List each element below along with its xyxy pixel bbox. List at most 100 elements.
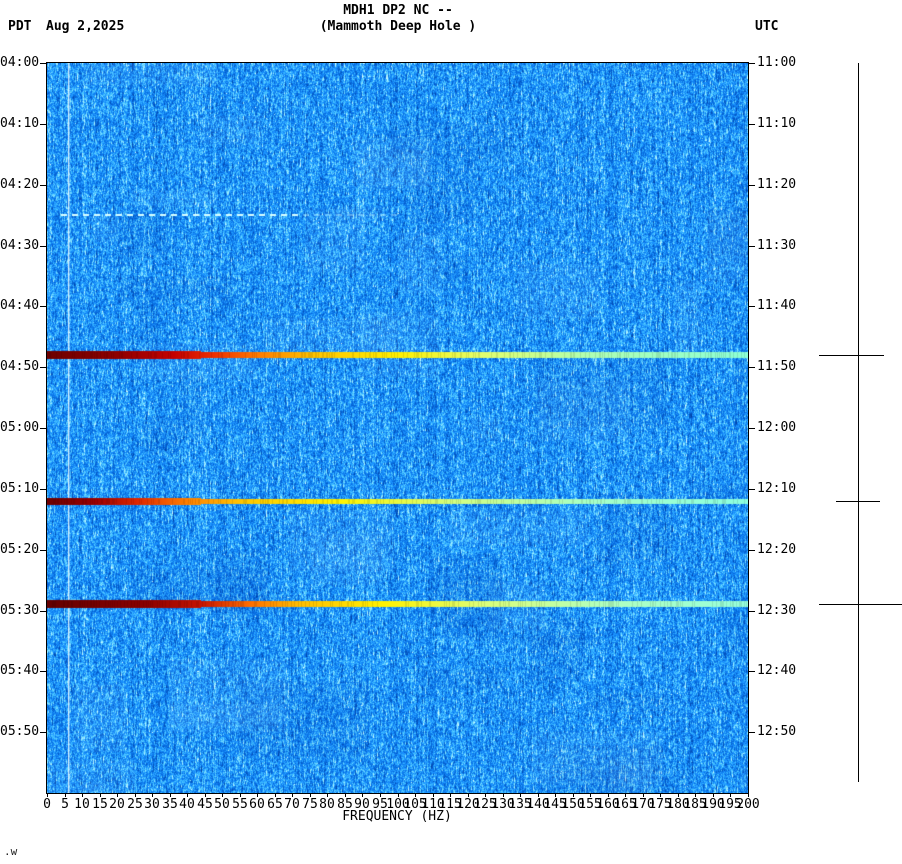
freq-tick xyxy=(730,793,731,797)
time-label-utc: 12:00 xyxy=(757,420,797,435)
freq-tick xyxy=(713,793,714,797)
time-tick-right xyxy=(748,367,755,368)
freq-label: 15 xyxy=(92,797,108,812)
time-label-utc: 12:10 xyxy=(757,481,797,496)
freq-tick xyxy=(240,793,241,797)
freq-label: 60 xyxy=(249,797,265,812)
corner-note: .w xyxy=(4,845,18,858)
time-tick-left xyxy=(40,732,47,733)
time-label-pdt: 05:10 xyxy=(0,481,40,496)
freq-tick xyxy=(135,793,136,797)
time-label-pdt: 05:30 xyxy=(0,603,40,618)
freq-tick xyxy=(608,793,609,797)
time-label-utc: 11:20 xyxy=(757,177,797,192)
time-tick-left xyxy=(40,124,47,125)
freq-label: 115 xyxy=(438,797,462,812)
freq-label: 30 xyxy=(144,797,160,812)
freq-label: 160 xyxy=(596,797,620,812)
time-tick-left xyxy=(40,246,47,247)
freq-tick xyxy=(433,793,434,797)
time-label-pdt: 04:50 xyxy=(0,359,40,374)
freq-label: 65 xyxy=(267,797,283,812)
freq-label: 155 xyxy=(578,797,602,812)
time-tick-right xyxy=(748,306,755,307)
freq-label: 175 xyxy=(648,797,672,812)
freq-label: 110 xyxy=(421,797,445,812)
time-label-utc: 11:00 xyxy=(757,55,797,70)
timezone-right-label: UTC xyxy=(755,19,779,34)
freq-tick xyxy=(152,793,153,797)
x-axis-title: FREQUENCY (HZ) xyxy=(342,809,452,824)
freq-tick xyxy=(520,793,521,797)
time-tick-left xyxy=(40,306,47,307)
time-tick-left xyxy=(40,489,47,490)
time-tick-right xyxy=(748,732,755,733)
time-tick-left xyxy=(40,611,47,612)
chart-subtitle: (Mammoth Deep Hole ) xyxy=(319,19,477,34)
time-label-pdt: 04:00 xyxy=(0,55,40,70)
amplitude-scale-tick xyxy=(819,604,902,605)
time-label-pdt: 05:50 xyxy=(0,724,40,739)
time-label-pdt: 04:20 xyxy=(0,177,40,192)
freq-label: 0 xyxy=(43,797,51,812)
freq-tick xyxy=(678,793,679,797)
freq-tick xyxy=(275,793,276,797)
freq-tick xyxy=(82,793,83,797)
freq-tick xyxy=(205,793,206,797)
freq-tick xyxy=(65,793,66,797)
freq-tick xyxy=(170,793,171,797)
time-tick-left xyxy=(40,185,47,186)
time-tick-right xyxy=(748,246,755,247)
time-label-pdt: 04:40 xyxy=(0,298,40,313)
freq-label: 40 xyxy=(179,797,195,812)
amplitude-scale-tick xyxy=(819,355,884,356)
chart-title: MDH1 DP2 NC -- xyxy=(343,3,453,18)
freq-label: 35 xyxy=(162,797,178,812)
freq-tick xyxy=(100,793,101,797)
time-tick-right xyxy=(748,550,755,551)
time-tick-right xyxy=(748,124,755,125)
freq-label: 80 xyxy=(319,797,335,812)
time-tick-right xyxy=(748,671,755,672)
time-label-utc: 11:10 xyxy=(757,116,797,131)
time-tick-left xyxy=(40,671,47,672)
freq-label: 150 xyxy=(561,797,585,812)
time-tick-left xyxy=(40,428,47,429)
amplitude-scale-line xyxy=(858,63,859,782)
freq-tick xyxy=(503,793,504,797)
freq-tick xyxy=(380,793,381,797)
freq-tick xyxy=(625,793,626,797)
freq-label: 100 xyxy=(386,797,410,812)
freq-tick xyxy=(327,793,328,797)
time-label-pdt: 04:10 xyxy=(0,116,40,131)
freq-tick xyxy=(310,793,311,797)
time-tick-right xyxy=(748,489,755,490)
freq-tick xyxy=(555,793,556,797)
freq-label: 165 xyxy=(613,797,637,812)
freq-tick xyxy=(362,793,363,797)
freq-label: 140 xyxy=(526,797,550,812)
freq-label: 45 xyxy=(197,797,213,812)
spectrogram-canvas xyxy=(47,63,748,793)
freq-tick xyxy=(573,793,574,797)
time-label-pdt: 04:30 xyxy=(0,238,40,253)
freq-label: 145 xyxy=(543,797,567,812)
freq-tick xyxy=(590,793,591,797)
time-label-utc: 11:40 xyxy=(757,298,797,313)
freq-label: 10 xyxy=(74,797,90,812)
freq-tick xyxy=(47,793,48,797)
freq-tick xyxy=(257,793,258,797)
freq-tick xyxy=(538,793,539,797)
freq-label: 105 xyxy=(403,797,427,812)
freq-label: 195 xyxy=(718,797,742,812)
freq-tick xyxy=(292,793,293,797)
freq-tick xyxy=(222,793,223,797)
time-label-utc: 12:40 xyxy=(757,663,797,678)
freq-tick xyxy=(468,793,469,797)
date-label: Aug 2,2025 xyxy=(46,19,125,34)
freq-label: 200 xyxy=(736,797,760,812)
freq-label: 170 xyxy=(631,797,655,812)
timezone-left-label: PDT xyxy=(8,19,32,34)
freq-tick xyxy=(117,793,118,797)
